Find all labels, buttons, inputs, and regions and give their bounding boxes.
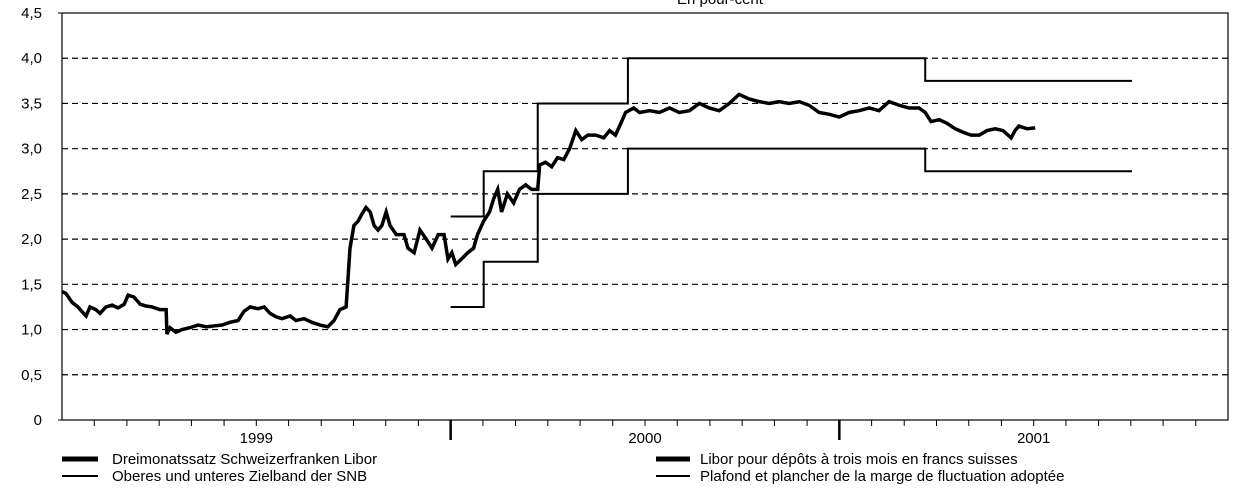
chart-title: En pour-cent xyxy=(677,0,764,8)
y-tick-label: 4,0 xyxy=(21,50,42,67)
legend-label: Dreimonatssatz Schweizerfranken Libor xyxy=(112,451,377,468)
y-tick-label: 1,5 xyxy=(21,276,42,293)
band-upper xyxy=(450,57,1132,218)
x-tick-label: 2001 xyxy=(1017,430,1050,447)
legend-label: Libor pour dépôts à trois mois en francs… xyxy=(700,451,1018,468)
y-tick-label: 4,5 xyxy=(21,5,42,22)
x-tick-label: 2000 xyxy=(628,430,661,447)
legend-label: Oberes und unteres Zielband der SNB xyxy=(112,468,367,485)
y-tick-label: 2,5 xyxy=(21,186,42,203)
legend-label: Plafond et plancher de la marge de fluct… xyxy=(700,468,1064,485)
plot-frame xyxy=(61,12,1229,421)
y-tick-label: 3,5 xyxy=(21,95,42,112)
libor-line xyxy=(61,92,1036,335)
y-tick-label: 1,0 xyxy=(21,322,42,339)
band-lower xyxy=(450,147,1132,308)
y-tick-label: 0 xyxy=(34,412,42,429)
y-tick-label: 0,5 xyxy=(21,367,42,384)
y-tick-label: 2,0 xyxy=(21,231,42,248)
x-tick-label: 1999 xyxy=(240,430,273,447)
y-tick-label: 3,0 xyxy=(21,141,42,158)
